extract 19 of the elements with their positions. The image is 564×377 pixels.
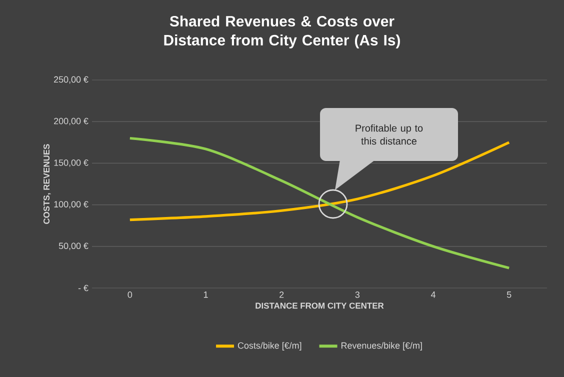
chart-title: Shared Revenues & Costs over Distance from City Center (As Is) xyxy=(164,16,400,48)
x-tick-label: 0 xyxy=(128,292,132,298)
line-series xyxy=(128,136,510,270)
legend-label: Costs/bike [€/m] xyxy=(238,342,302,350)
x-tick-label: 5 xyxy=(506,292,512,298)
y-tick-label: 50,00 € xyxy=(58,242,88,250)
y-tick-label: 150,00 € xyxy=(54,159,88,167)
x-tick-label: 3 xyxy=(355,292,360,298)
y-tick-label: 100,00 € xyxy=(54,201,88,208)
x-axis-title: DISTANCE FROM CITY CENTER xyxy=(256,302,384,309)
x-tick-label: 4 xyxy=(430,292,436,298)
x-tick-label: 2 xyxy=(280,292,284,298)
y-tick-label: - € xyxy=(78,284,88,292)
y-tick-label: 250,00 € xyxy=(54,76,88,84)
annotation: Profitable up to this distance xyxy=(356,124,423,145)
x-tick-label: 1 xyxy=(204,292,208,298)
y-axis-title: COSTS, REVENUES xyxy=(44,144,51,224)
legend-label: Revenues/bike [€/m] xyxy=(341,342,422,350)
y-tick-label: 200,00 € xyxy=(54,118,88,126)
